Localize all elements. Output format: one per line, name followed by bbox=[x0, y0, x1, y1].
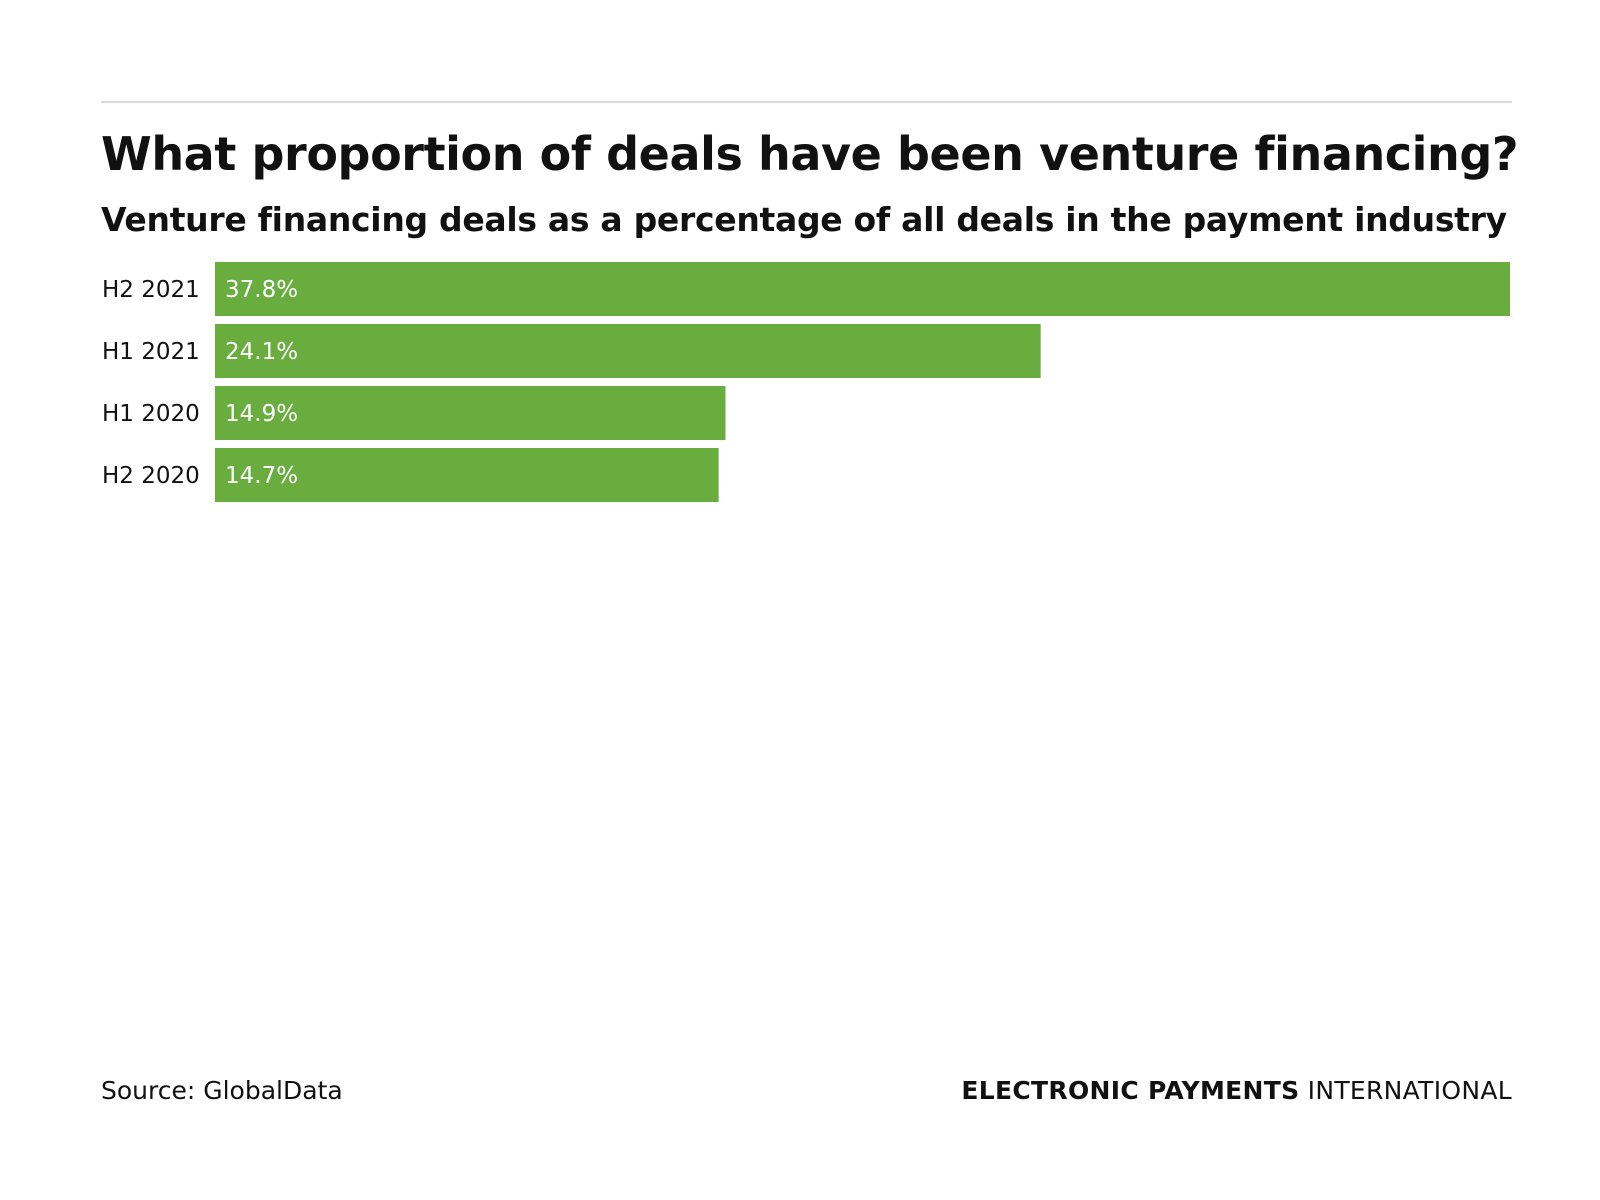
value-label: 37.8% bbox=[225, 277, 298, 303]
bar-h1-2021 bbox=[215, 324, 1041, 378]
bar-h2-2021 bbox=[215, 262, 1510, 316]
source-note: Source: GlobalData bbox=[101, 1076, 343, 1105]
category-label: H2 2020 bbox=[102, 463, 200, 489]
value-label: 14.9% bbox=[225, 401, 298, 427]
chart-subtitle: Venture financing deals as a percentage … bbox=[101, 200, 1507, 239]
category-label: H1 2020 bbox=[102, 401, 200, 427]
brand-name-light: INTERNATIONAL bbox=[1307, 1076, 1512, 1105]
category-label: H2 2021 bbox=[102, 277, 200, 303]
brand-name-bold: ELECTRONIC PAYMENTS bbox=[961, 1076, 1300, 1105]
value-label: 14.7% bbox=[225, 463, 298, 489]
bar-h1-2020 bbox=[215, 386, 726, 440]
brand-logo: ELECTRONIC PAYMENTS INTERNATIONAL bbox=[961, 1074, 1512, 1108]
chart-title: What proportion of deals have been ventu… bbox=[101, 127, 1519, 181]
top-divider bbox=[101, 101, 1512, 103]
category-label: H1 2021 bbox=[102, 339, 200, 365]
value-label: 24.1% bbox=[225, 339, 298, 365]
bar-h2-2020 bbox=[215, 448, 719, 502]
